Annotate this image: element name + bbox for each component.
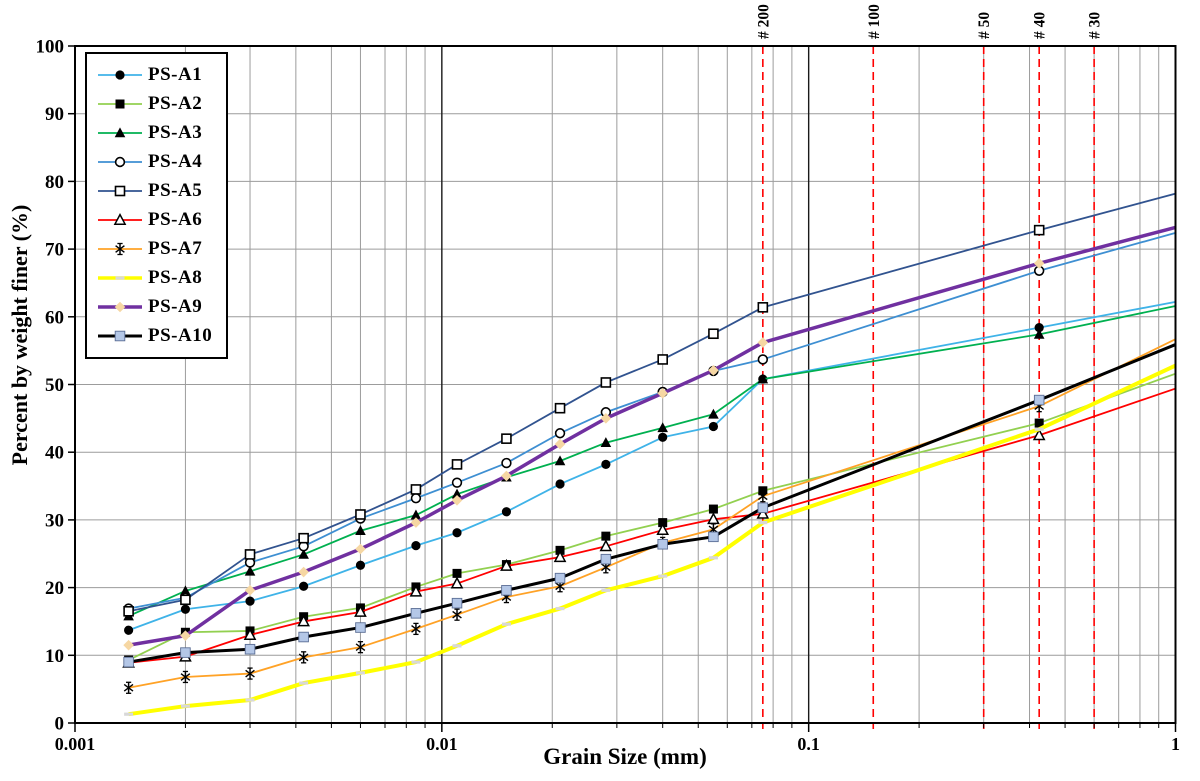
svg-text:# 200: # 200: [755, 4, 772, 39]
legend-label: PS-A6: [148, 209, 203, 230]
svg-text:0.01: 0.01: [426, 734, 458, 754]
svg-text:# 100: # 100: [866, 4, 883, 39]
legend-item-ps-a1: PS-A1: [97, 61, 212, 89]
legend: PS-A1 PS-A2 PS-A3 PS-A4 PS-A5 PS-A6 PS-A7 PS-A8…: [85, 52, 229, 359]
legend-swatch: [98, 301, 142, 313]
legend-label: PS-A7: [148, 238, 203, 259]
legend-swatch: [98, 330, 142, 342]
legend-item-ps-a4: PS-A4: [97, 148, 212, 176]
legend-swatch: [98, 213, 142, 225]
svg-text:# 30: # 30: [1087, 12, 1104, 39]
svg-text:0: 0: [55, 714, 65, 735]
svg-text:30: 30: [45, 510, 64, 531]
svg-text:50: 50: [45, 375, 64, 396]
legend-swatch: [98, 156, 142, 168]
svg-text:0.1: 0.1: [797, 734, 820, 754]
legend-item-ps-a2: PS-A2: [97, 90, 212, 118]
svg-text:20: 20: [45, 578, 64, 599]
x-axis-title: Grain Size (mm): [543, 744, 707, 769]
svg-text:60: 60: [45, 307, 64, 328]
svg-text:70: 70: [45, 240, 64, 261]
legend-swatch: [98, 127, 142, 138]
svg-text:80: 80: [45, 172, 64, 193]
y-axis-title: Percent by weight finer (%): [7, 204, 32, 466]
legend-label: PS-A1: [148, 64, 203, 85]
legend-label: PS-A8: [148, 267, 203, 288]
svg-text:40: 40: [45, 443, 64, 464]
legend-label: PS-A10: [148, 325, 213, 346]
legend-item-ps-a3: PS-A3: [97, 119, 212, 147]
legend-label: PS-A3: [148, 122, 203, 143]
legend-item-ps-a9: PS-A9: [97, 293, 212, 321]
legend-item-ps-a6: PS-A6: [97, 206, 212, 234]
legend-label: PS-A5: [148, 180, 203, 201]
legend-swatch: [98, 185, 142, 197]
legend-label: PS-A9: [148, 296, 203, 317]
svg-text:100: 100: [36, 37, 65, 58]
legend-item-ps-a7: PS-A7: [97, 235, 212, 263]
svg-text:1: 1: [1171, 734, 1180, 754]
legend-label: PS-A4: [148, 151, 203, 172]
legend-swatch: [98, 242, 142, 256]
svg-text:0.001: 0.001: [55, 734, 96, 754]
legend-swatch: [98, 276, 142, 280]
legend-item-ps-a10: PS-A10: [97, 322, 212, 350]
legend-swatch: [98, 70, 142, 80]
svg-text:10: 10: [45, 646, 64, 667]
legend-item-ps-a5: PS-A5: [97, 177, 212, 205]
svg-text:# 50: # 50: [976, 12, 993, 39]
legend-label: PS-A2: [148, 93, 203, 114]
svg-text:# 40: # 40: [1032, 12, 1049, 39]
legend-swatch: [98, 99, 142, 109]
legend-item-ps-a8: PS-A8: [97, 264, 212, 292]
svg-text:90: 90: [45, 104, 64, 125]
